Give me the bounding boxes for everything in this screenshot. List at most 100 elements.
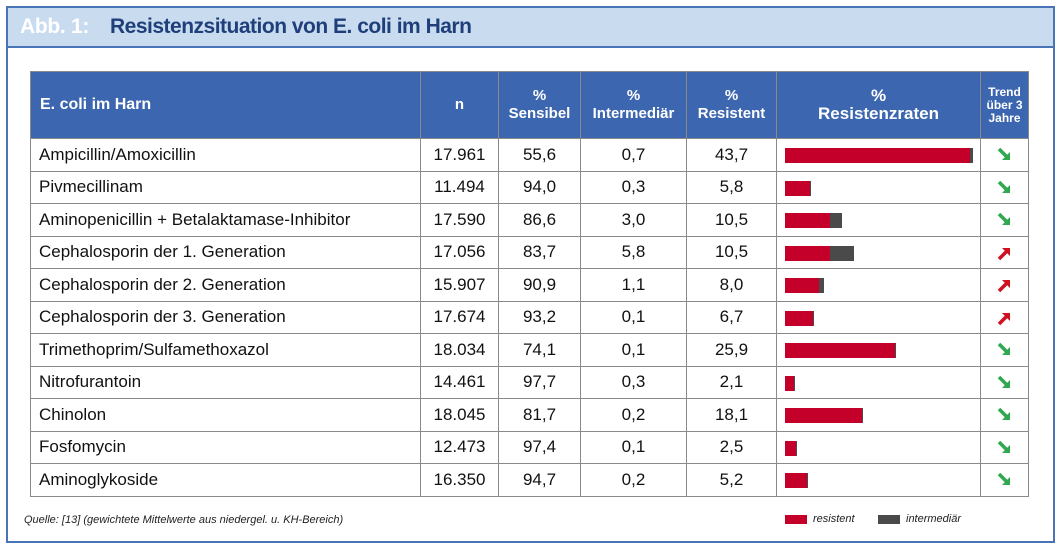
trend-up-arrow-icon	[997, 280, 1010, 293]
trend-down-arrow-icon	[997, 213, 1010, 226]
cell-intermediaer-value: 0,1	[580, 430, 687, 464]
bar-wrap	[785, 180, 975, 196]
cell-resistent-value: 10,5	[686, 203, 777, 237]
cell-sensibel-value: 90,9	[498, 268, 581, 302]
cell-name: Aminopenicillin + Betalaktamase-Inhibito…	[30, 203, 421, 237]
cell-resistance-bar	[776, 138, 981, 172]
bar-intermediate	[829, 245, 855, 261]
cell-trend	[980, 268, 1029, 302]
table-row: Aminoglykoside 16.350 94,7 0,2 5,2	[30, 463, 1029, 497]
header-intermediaer-label: Intermediär	[592, 105, 675, 122]
cell-name: Cephalosporin der 3. Generation	[30, 300, 421, 334]
cell-trend	[980, 430, 1029, 464]
cell-resistent-value: 2,1	[686, 365, 777, 399]
legend-intermediate: intermediär	[878, 513, 961, 525]
cell-resistance-bar	[776, 463, 981, 497]
cell-resistance-bar	[776, 398, 981, 432]
cell-resistent-value: 5,2	[686, 463, 777, 497]
bar-intermediate	[807, 473, 808, 488]
bar-wrap	[785, 343, 975, 358]
cell-sensibel-value: 74,1	[498, 333, 581, 367]
bar-wrap	[785, 375, 975, 391]
header-name: E. coli im Harn	[30, 71, 421, 139]
table-row: Aminopenicillin + Betalaktamase-Inhibito…	[30, 203, 1029, 237]
cell-resistent-value: 18,1	[686, 398, 777, 432]
header-resistenzraten-unit: %	[870, 86, 887, 105]
bar-intermediate	[829, 213, 843, 228]
header-resistenzraten-label: Resistenzraten	[818, 104, 939, 123]
bar-resistant	[785, 375, 794, 391]
header-intermediaer-unit: %	[626, 87, 641, 104]
table-row: Fosfomycin 12.473 97,4 0,1 2,5	[30, 430, 1029, 464]
resistance-table: E. coli im Harn n % Sensibel % Intermedi…	[30, 71, 1029, 497]
cell-intermediaer-value: 0,1	[580, 333, 687, 367]
bar-intermediate	[818, 278, 824, 293]
cell-n-value: 17.674	[420, 300, 499, 334]
cell-trend	[980, 138, 1029, 172]
cell-intermediaer-value: 1,1	[580, 268, 687, 302]
cell-intermediaer-value: 0,3	[580, 170, 687, 204]
source-note: Quelle: [13] (gewichtete Mittelwerte aus…	[24, 514, 344, 526]
cell-trend	[980, 203, 1029, 237]
cell-n-value: 18.034	[420, 333, 499, 367]
cell-intermediaer-value: 0,1	[580, 300, 687, 334]
cell-n-value: 12.473	[420, 430, 499, 464]
cell-trend	[980, 333, 1029, 367]
cell-n-value: 15.907	[420, 268, 499, 302]
cell-intermediaer-value: 0,7	[580, 138, 687, 172]
cell-n-value: 16.350	[420, 463, 499, 497]
cell-sensibel-value: 86,6	[498, 203, 581, 237]
header-intermediaer: % Intermediär	[580, 71, 687, 139]
cell-n-value: 11.494	[420, 170, 499, 204]
cell-resistent-value: 25,9	[686, 333, 777, 367]
cell-intermediaer-value: 0,2	[580, 398, 687, 432]
cell-n-value: 18.045	[420, 398, 499, 432]
header-trend-line1: Trend	[988, 84, 1021, 99]
trend-up-arrow-icon	[997, 312, 1010, 326]
bar-resistant	[785, 473, 807, 488]
bar-resistant	[785, 278, 819, 293]
table-row: Nitrofurantoin 14.461 97,7 0,3 2,1	[30, 365, 1029, 399]
bar-intermediate	[809, 180, 811, 196]
table-row: Pivmecillinam 11.494 94,0 0,3 5,8	[30, 170, 1029, 204]
header-resistenzraten: % Resistenzraten	[776, 71, 981, 139]
figure-number: Abb. 1:	[20, 15, 90, 38]
cell-trend	[980, 365, 1029, 399]
header-resistent: % Resistent	[686, 71, 777, 139]
trend-down-arrow-icon	[997, 343, 1010, 356]
bar-wrap	[785, 278, 975, 293]
cell-name: Cephalosporin der 1. Generation	[30, 235, 421, 269]
cell-name: Nitrofurantoin	[30, 365, 421, 399]
trend-down-arrow-icon	[997, 440, 1010, 454]
bar-resistant	[785, 213, 830, 228]
trend-up-arrow-icon	[997, 247, 1010, 261]
table-row: Trimethoprim/Sulfamethoxazol 18.034 74,1 0,…	[30, 333, 1029, 367]
cell-name: Ampicillin/Amoxicillin	[30, 138, 421, 172]
cell-resistance-bar	[776, 300, 981, 334]
bar-intermediate	[793, 375, 796, 391]
table-row: Chinolon 18.045 81,7 0,2 18,1	[30, 398, 1029, 432]
cell-sensibel-value: 97,7	[498, 365, 581, 399]
header-trend-line3: Jahre	[988, 110, 1021, 125]
cell-sensibel-value: 93,2	[498, 300, 581, 334]
cell-intermediaer-value: 5,8	[580, 235, 687, 269]
cell-resistance-bar	[776, 430, 981, 464]
cell-n-value: 17.056	[420, 235, 499, 269]
cell-sensibel-value: 97,4	[498, 430, 581, 464]
cell-resistance-bar	[776, 268, 981, 302]
header-trend-line2: über 3	[986, 97, 1023, 112]
legend-resistant-swatch	[785, 514, 807, 524]
cell-sensibel-value: 94,0	[498, 170, 581, 204]
header-resistent-unit: %	[724, 87, 739, 104]
cell-resistent-value: 10,5	[686, 235, 777, 269]
bar-resistant	[785, 245, 830, 261]
cell-sensibel-value: 81,7	[498, 398, 581, 432]
bar-resistant	[785, 440, 796, 456]
bar-wrap	[785, 408, 975, 423]
cell-n-value: 14.461	[420, 365, 499, 399]
header-sensibel-unit: %	[532, 87, 547, 104]
cell-name: Chinolon	[30, 398, 421, 432]
bar-resistant	[785, 343, 895, 358]
cell-name: Fosfomycin	[30, 430, 421, 464]
bar-resistant	[785, 408, 862, 423]
